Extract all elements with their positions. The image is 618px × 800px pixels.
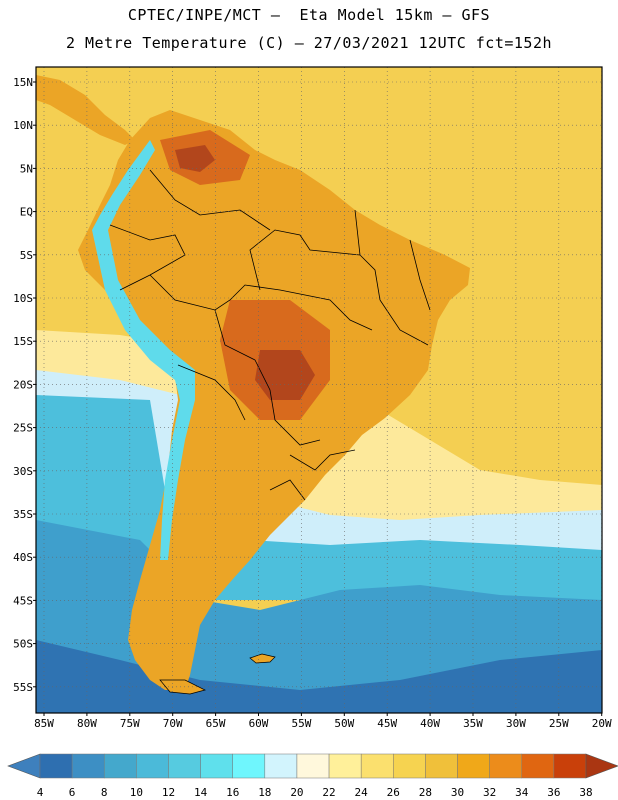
colorbar-swatch	[425, 753, 458, 779]
colorbar-swatch	[136, 753, 169, 779]
colorbar-label: 10	[130, 786, 143, 799]
map-panel	[36, 67, 602, 713]
colorbar-swatch	[168, 753, 201, 779]
lat-label: 5N	[20, 162, 33, 175]
colorbar: 4 6 8 10 12 14 16 18 20 22 24 26 28 30 32 34 36 38	[7, 753, 618, 799]
colorbar-label: 28	[419, 786, 432, 799]
lon-label: 25W	[549, 717, 569, 730]
lat-label: 40S	[13, 551, 33, 564]
colorbar-swatch	[71, 753, 105, 779]
falkland-islands	[249, 653, 276, 664]
lat-label: 10S	[13, 292, 33, 305]
title-line-2: 2 Metre Temperature (C) – 27/03/2021 12U…	[65, 34, 553, 52]
lon-label: 45W	[377, 717, 397, 730]
colorbar-swatch	[200, 753, 233, 779]
colorbar-label: 18	[258, 786, 271, 799]
colorbar-swatch	[457, 753, 490, 779]
country-borders	[109, 169, 431, 501]
latitude-labels: 15N 10N 5N EQ 5S 10S 15S 20S 25S 30S 35S 40S 45S 50S 5…	[13, 76, 36, 694]
lon-label: 55W	[291, 717, 311, 730]
lat-label: 25S	[13, 422, 33, 435]
colorbar-label: 38	[579, 786, 592, 799]
lon-label: 65W	[206, 717, 226, 730]
central-america-land	[36, 75, 135, 145]
colorbar-label: 12	[162, 786, 175, 799]
colorbar-label: 30	[451, 786, 464, 799]
lat-label: 45S	[13, 594, 33, 607]
colorbar-swatch	[264, 753, 298, 779]
lat-label: 10N	[13, 119, 33, 132]
lon-label: 20W	[592, 717, 612, 730]
lat-label: EQ	[20, 206, 33, 219]
lon-label: 30W	[506, 717, 526, 730]
colorbar-label: 16	[226, 786, 239, 799]
lat-label: 30S	[13, 465, 33, 478]
lon-label: 80W	[77, 717, 97, 730]
lat-label: 15N	[13, 76, 33, 89]
tierra-del-fuego	[159, 679, 206, 695]
lon-label: 35W	[463, 717, 483, 730]
lon-label: 60W	[249, 717, 269, 730]
colorbar-swatch	[489, 753, 523, 779]
ocean-deep-band	[36, 640, 602, 713]
lat-label: 15S	[13, 335, 33, 348]
lat-label: 55S	[13, 681, 33, 694]
colorbar-label: 24	[355, 786, 369, 799]
lat-label: 20S	[13, 378, 33, 391]
longitude-labels: 85W 80W 75W 70W 65W 60W 55W 50W 45W 40W 35W 30W 25W 2…	[34, 713, 612, 730]
colorbar-max-arrow	[585, 753, 618, 779]
colorbar-label: 34	[515, 786, 529, 799]
colorbar-label: 20	[290, 786, 303, 799]
colorbar-swatch	[393, 753, 426, 779]
map-frame	[35, 66, 603, 714]
colorbar-swatch	[360, 753, 394, 779]
colorbar-label: 4	[37, 786, 44, 799]
lon-label: 75W	[120, 717, 140, 730]
lon-label: 70W	[163, 717, 183, 730]
colorbar-label: 36	[547, 786, 560, 799]
colorbar-swatch	[553, 753, 587, 779]
colorbar-label: 22	[322, 786, 335, 799]
lat-label: 35S	[13, 508, 33, 521]
colorbar-swatch	[296, 753, 330, 779]
colorbar-swatch	[103, 753, 137, 779]
colorbar-label: 32	[483, 786, 496, 799]
colorbar-swatch	[521, 753, 555, 779]
lon-label: 50W	[334, 717, 354, 730]
lat-label: 50S	[13, 638, 33, 651]
andes-ridge	[92, 140, 195, 560]
colorbar-label: 26	[387, 786, 400, 799]
lon-label: 85W	[34, 717, 54, 730]
hottest-patch-north	[175, 145, 215, 172]
lon-label: 40W	[420, 717, 440, 730]
title-line-1: CPTEC/INPE/MCT – Eta Model 15km – GFS	[127, 6, 491, 24]
colorbar-min-arrow	[7, 753, 41, 779]
colorbar-swatch	[39, 753, 73, 779]
lat-label: 5S	[20, 249, 33, 262]
colorbar-label: 8	[101, 786, 108, 799]
colorbar-swatch	[328, 753, 362, 779]
hottest-patch	[255, 350, 315, 400]
colorbar-label: 6	[69, 786, 76, 799]
colorbar-label: 14	[194, 786, 208, 799]
colorbar-swatch	[232, 753, 266, 779]
